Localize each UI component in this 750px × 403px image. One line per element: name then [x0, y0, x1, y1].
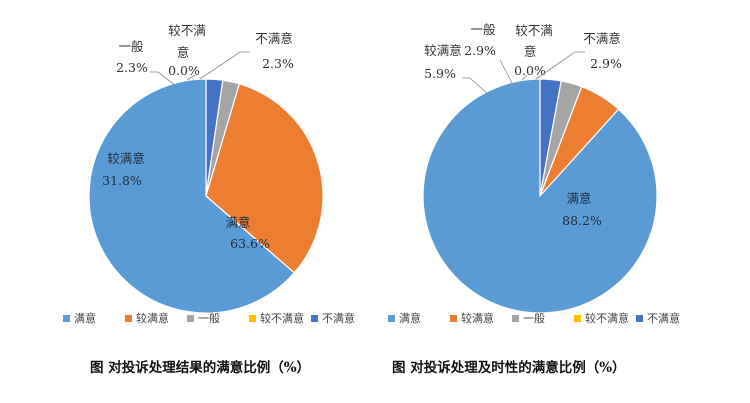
pie2-label-0-1: 88.2% — [562, 213, 602, 228]
pie1-label-2-1: 2.3% — [116, 60, 148, 75]
pie1-legend-label-0: 满意 — [74, 311, 96, 325]
pie2-label-3-0: 较不满 — [515, 23, 553, 38]
pie2-legend-swatch-0 — [388, 315, 395, 322]
pie2-legend-swatch-2 — [512, 315, 519, 322]
pie2-label-2-0: 一般 — [470, 22, 496, 37]
pie2-legend-swatch-1 — [450, 315, 457, 322]
pie2-leader-4 — [535, 51, 585, 80]
pie2-legend-label-3: 较不满意 — [585, 311, 629, 325]
pie1-legend-label-1: 较满意 — [136, 311, 169, 325]
pie1-label-0-1: 63.6% — [230, 236, 270, 251]
pie1-legend-swatch-1 — [125, 315, 132, 322]
pie1-leader-4 — [199, 51, 250, 80]
pie1-label-1-0: 较满意 — [107, 151, 145, 166]
pie2-label-1-0: 较满意 — [424, 43, 462, 58]
pie2-label-4-0: 不满意 — [583, 31, 621, 46]
pie1-legend-label-4: 不满意 — [322, 311, 355, 325]
pie2-leader-1 — [462, 77, 491, 97]
pie1-label-4-1: 2.3% — [262, 56, 294, 71]
pie2-label-2-1: 2.9% — [464, 43, 496, 58]
pie1-label-2-0: 一般 — [118, 39, 144, 54]
pie1-legend-swatch-2 — [187, 315, 194, 322]
pie2-legend-swatch-4 — [636, 315, 643, 322]
pie1-slice-0 — [88, 78, 296, 314]
pie2-label-1-1: 5.9% — [424, 66, 456, 81]
pie1-label-3-1: 意 — [177, 45, 190, 60]
pie2-slice-0 — [422, 78, 658, 314]
pie1-leader-2 — [150, 71, 177, 87]
pie2-legend-label-1: 较满意 — [461, 311, 494, 325]
pie2-legend-swatch-3 — [574, 315, 581, 322]
pie1-legend-label-2: 一般 — [198, 312, 220, 325]
pie2-leader-2 — [499, 59, 514, 86]
pie1-leader-3 — [186, 74, 196, 81]
pie2-caption: 图 对投诉处理及时性的满意比例（%） — [392, 359, 626, 376]
pie2-legend-label-4: 不满意 — [647, 311, 680, 325]
pie2-leader-3 — [521, 74, 528, 81]
pie2-legend-label-0: 满意 — [399, 311, 421, 325]
pie2-label-3-1: 意 — [524, 44, 537, 59]
pie1-legend-swatch-0 — [63, 315, 70, 322]
pie1-label-0-0: 满意 — [225, 215, 250, 230]
pie1-label-3-2: 0.0% — [168, 63, 200, 78]
pie1-caption: 图 对投诉处理结果的满意比例（%） — [90, 359, 310, 376]
pie2-label-3-2: 0.0% — [514, 63, 546, 78]
pie2-legend-label-2: 一般 — [523, 312, 545, 325]
pie2-label-0-0: 满意 — [566, 191, 591, 206]
pie1-legend-swatch-3 — [249, 315, 256, 322]
pie2-label-4-1: 2.9% — [590, 56, 622, 71]
pie1-legend-swatch-4 — [311, 315, 318, 322]
pie1-label-4-0: 不满意 — [255, 31, 293, 46]
pie1-slice-1 — [205, 83, 324, 274]
pie1-label-3-0: 较不满 — [168, 23, 206, 38]
pie1-label-1-1: 31.8% — [102, 173, 142, 188]
pie1-legend-label-3: 较不满意 — [260, 311, 304, 325]
